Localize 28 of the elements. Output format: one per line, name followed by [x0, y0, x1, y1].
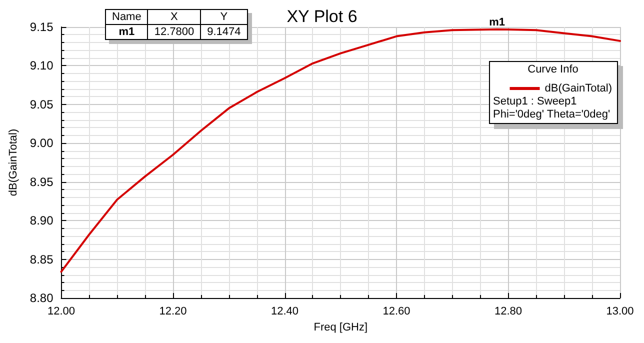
- text: Y: [200, 10, 248, 24]
- y-tick-label: 8.95: [30, 174, 54, 189]
- y-tick-label: 9.10: [30, 58, 54, 73]
- y-tick-label: 8.90: [30, 214, 54, 228]
- y-axis-title: dB(GainTotal): [8, 128, 20, 196]
- chart-title: XY Plot 6: [286, 7, 358, 26]
- y-tick-label: 9.00: [30, 136, 54, 150]
- x-axis-title: Freq [GHz]: [314, 321, 368, 334]
- legend-label: dB(GainTotal): [544, 82, 612, 94]
- annotation: Phi='0deg' Theta='0deg': [493, 108, 610, 120]
- text: Name: [106, 10, 148, 24]
- x-tick-label: 12.40: [270, 306, 299, 318]
- x-tick-label: 12.20: [159, 306, 187, 318]
- y-tick-label: 8.80: [30, 291, 54, 305]
- y-tick-label: 9.15: [30, 20, 54, 34]
- x-tick-label: 12.60: [382, 306, 410, 318]
- annotation: 9.1474: [200, 24, 248, 40]
- x-tick-label: 12.80: [494, 306, 522, 318]
- x-tick-label: 13.00: [606, 306, 634, 318]
- text: X: [148, 10, 201, 24]
- legend-title: Curve Info: [528, 64, 578, 76]
- annotation: 12.7800: [148, 24, 201, 40]
- annotation: Setup1 : Sweep1: [493, 96, 577, 108]
- y-tick-label: 8.85: [30, 252, 54, 266]
- annotation: m1: [489, 16, 506, 29]
- x-tick-label: 12.00: [47, 306, 76, 318]
- annotation: m1: [106, 24, 148, 40]
- y-tick-label: 9.05: [30, 97, 54, 112]
